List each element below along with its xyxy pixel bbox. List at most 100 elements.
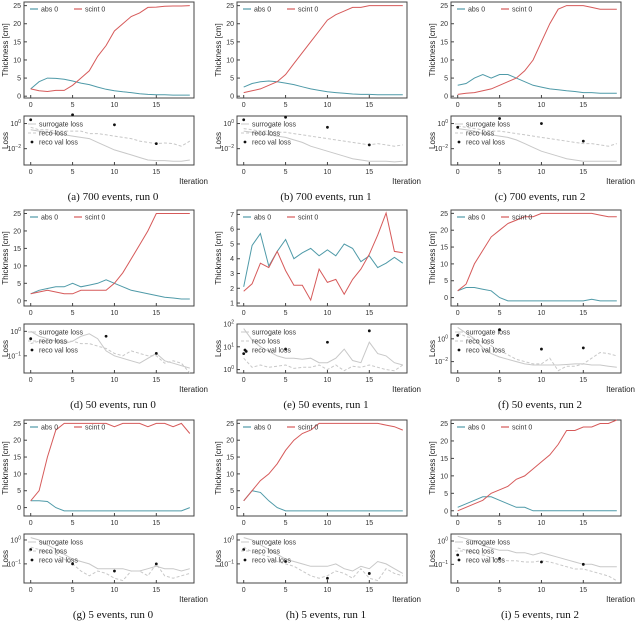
loss-y-tick-label: 100 <box>223 365 234 374</box>
reco-val-loss-point <box>581 562 585 566</box>
reco-loss-line <box>243 357 404 372</box>
reco-val-loss-point <box>154 562 158 566</box>
loss-y-tick-label: 10−2 <box>221 144 235 153</box>
x-tick-label: 10 <box>324 520 332 527</box>
x-tick-label: 10 <box>538 520 546 527</box>
legend-abs-label: abs 0 <box>254 425 271 432</box>
y-tick-label: 0 <box>17 298 21 305</box>
legend-val-swatch <box>243 140 247 144</box>
reco-val-loss-point <box>154 352 158 355</box>
reco-val-loss-point <box>367 143 371 147</box>
subplot-svg: 0 0 5 5 10 10 15 15 0 5 10 15 20 25 100 10−2 Thickness [… <box>1 1 208 203</box>
x-tick-label: 10 <box>538 169 546 176</box>
y-tick-label: 5 <box>17 76 21 83</box>
scint-series-line <box>243 5 403 94</box>
x-tick-label: 5 <box>498 587 502 594</box>
loss-plot-frame <box>23 323 195 374</box>
y-tick-label: 25 <box>226 421 234 428</box>
y-tick-label: 4 <box>230 256 234 263</box>
loss-tick-exponent: 0 <box>445 119 448 125</box>
legend-surrogate-label: surrogate loss <box>466 330 510 337</box>
x-tick-label: 15 <box>365 169 373 176</box>
thickness-axis-label: Thickness [cm] <box>214 441 223 494</box>
surrogate-loss-line <box>457 128 617 162</box>
x-tick-label: 5 <box>284 102 288 109</box>
subplot-caption: (d) 50 events, run 0 <box>70 399 156 411</box>
loss-tick-exponent: 0 <box>18 535 21 541</box>
y-tick-label: 0 <box>17 94 21 101</box>
x-tick-label: 0 <box>242 520 246 527</box>
loss-axis-label: Loss <box>214 340 223 357</box>
subplot-c: 0 0 5 5 10 10 15 15 0 5 10 15 20 25 100 10−2 Thickness [… <box>427 0 640 210</box>
y-tick-label: 25 <box>440 421 448 428</box>
legend-reco-label: reco loss <box>252 339 281 346</box>
scint-series-line <box>30 422 191 502</box>
reco-val-loss-point <box>29 337 33 341</box>
subplot-svg: 0 0 5 5 10 10 15 15 0 5 10 15 20 25 100 10−2 Thickness [… <box>428 1 635 203</box>
loss-y-tick-label: 10−1 <box>8 351 22 360</box>
y-tick-label: 25 <box>440 211 448 218</box>
surrogate-loss-line <box>30 537 190 572</box>
y-tick-label: 15 <box>13 246 21 253</box>
legend-abs-label: abs 0 <box>41 7 58 14</box>
subplot-e: 0 0 5 5 10 10 15 15 1 2 3 4 5 6 7 102 101 100 Thickness [c… <box>213 208 426 418</box>
iteration-axis-label: Iteration <box>392 385 421 394</box>
legend-surrogate-label: surrogate loss <box>252 330 296 337</box>
surrogate-loss-line <box>243 130 403 163</box>
legend-val-swatch <box>30 558 34 562</box>
legend-reco-label: reco loss <box>466 131 495 138</box>
legend-abs-label: abs 0 <box>254 215 271 222</box>
loss-y-tick-label: 100 <box>10 327 21 336</box>
legend-abs-label: abs 0 <box>41 215 58 222</box>
x-tick-label: 15 <box>579 102 587 109</box>
thickness-plot-frame <box>236 209 408 307</box>
loss-y-tick-label: 100 <box>437 334 448 343</box>
x-tick-label: 15 <box>579 310 587 317</box>
legend-surrogate-label: surrogate loss <box>39 540 83 547</box>
legend-val-label: reco val loss <box>39 140 78 147</box>
x-tick-label: 15 <box>365 310 373 317</box>
scint-series-line <box>243 211 403 302</box>
subplot-caption: (h) 5 events, run 1 <box>286 609 366 621</box>
thickness-axis-label: Thickness [cm] <box>1 23 10 76</box>
reco-val-loss-point <box>29 118 33 122</box>
legend-reco-label: reco loss <box>466 339 495 346</box>
subplot-svg: 0 0 5 5 10 10 15 15 0 5 10 15 20 25 100 10−1 Thickness [… <box>1 419 208 621</box>
loss-tick-exponent: 0 <box>18 327 21 333</box>
legend-val-swatch <box>30 140 34 144</box>
x-tick-label: 0 <box>456 520 460 527</box>
y-tick-label: 15 <box>13 39 21 46</box>
x-tick-label: 5 <box>284 310 288 317</box>
x-tick-label: 5 <box>71 377 75 384</box>
x-tick-label: 0 <box>29 587 33 594</box>
reco-loss-line <box>243 128 403 147</box>
x-tick-label: 15 <box>152 520 160 527</box>
reco-val-loss-point <box>581 139 585 143</box>
reco-val-loss-point <box>284 560 287 563</box>
reco-loss-line <box>30 546 190 582</box>
reco-val-loss-point <box>540 560 543 564</box>
subplot-f: 0 0 5 5 10 10 15 15 0 5 10 15 20 25 100 10−2 Thickness [… <box>427 208 640 418</box>
y-tick-label: 15 <box>226 39 234 46</box>
x-tick-label: 5 <box>284 587 288 594</box>
x-tick-label: 10 <box>111 520 119 527</box>
x-tick-label: 10 <box>111 102 119 109</box>
legend-scint-label: scint 0 <box>512 7 532 14</box>
legend-abs-label: abs 0 <box>468 425 485 432</box>
y-tick-label: 5 <box>230 241 234 248</box>
legend-surrogate-label: surrogate loss <box>39 330 83 337</box>
loss-tick-exponent: −1 <box>15 559 21 565</box>
legend-reco-label: reco loss <box>39 549 68 556</box>
y-tick-label: 5 <box>230 488 234 495</box>
loss-tick-exponent: 0 <box>18 119 21 125</box>
reco-val-loss-point <box>242 548 246 551</box>
y-tick-label: 20 <box>13 438 21 445</box>
x-tick-label: 0 <box>29 310 33 317</box>
thickness-plot-frame <box>23 419 195 517</box>
loss-y-tick-label: 102 <box>223 320 234 329</box>
x-tick-label: 10 <box>538 377 546 384</box>
x-tick-label: 10 <box>111 169 119 176</box>
abs-series-line <box>457 496 617 512</box>
y-tick-label: 0 <box>17 505 21 512</box>
x-tick-label: 0 <box>29 520 33 527</box>
